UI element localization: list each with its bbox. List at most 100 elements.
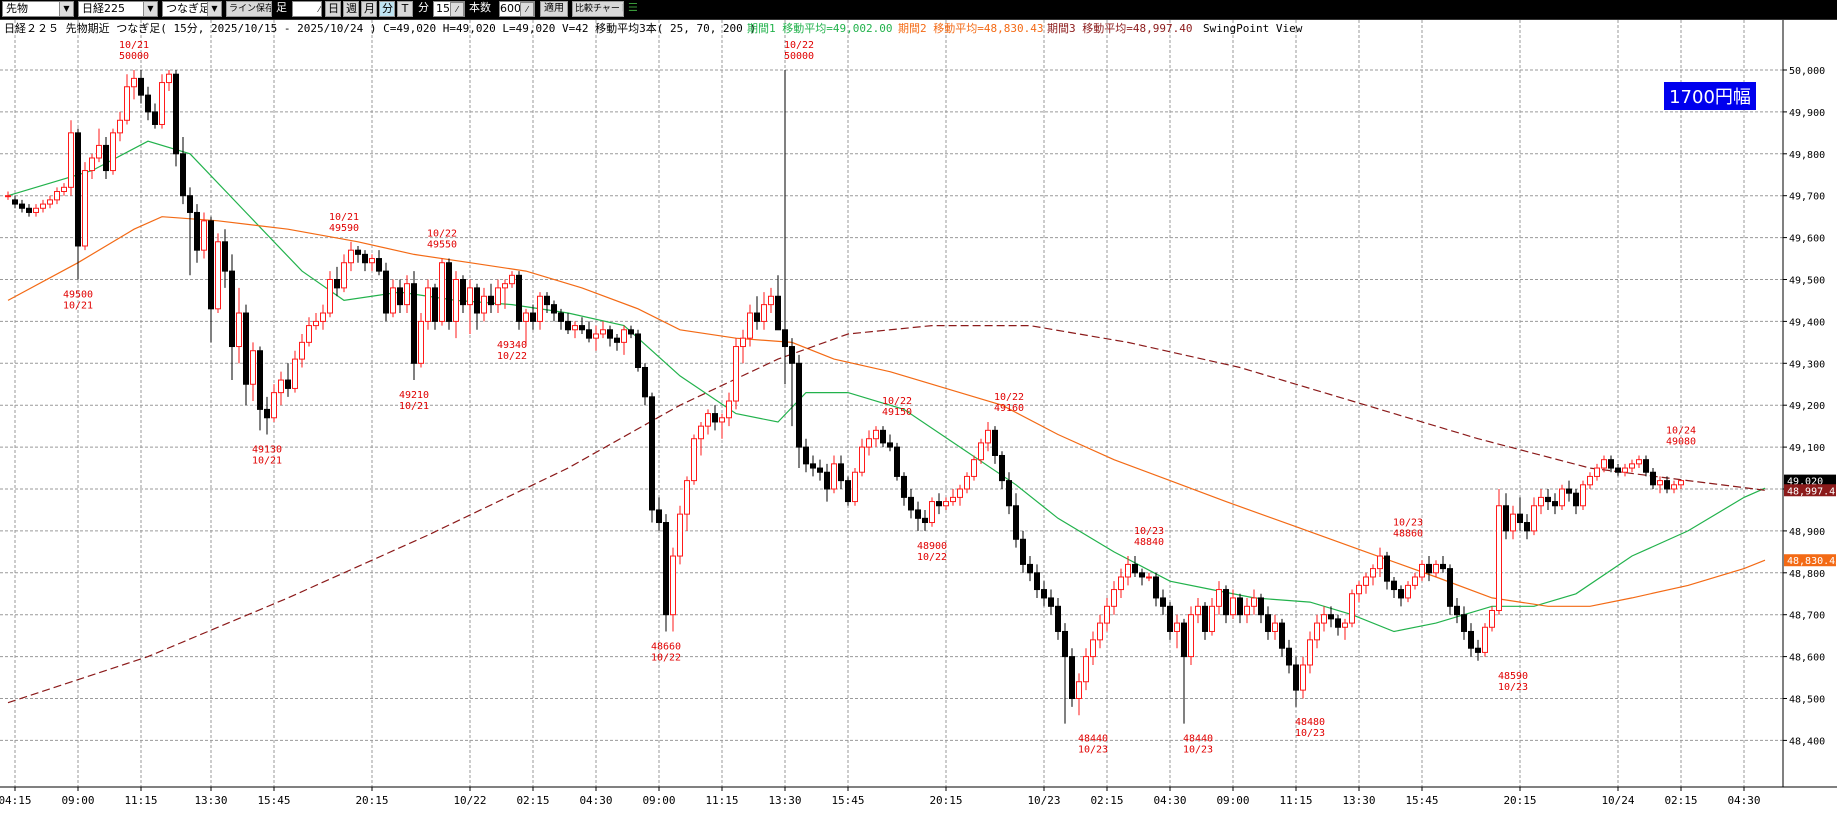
candle-up bbox=[1104, 605, 1110, 624]
swing-label-line2: 50000 bbox=[119, 51, 149, 62]
period-button-minute[interactable]: 分 bbox=[379, 1, 395, 17]
y-axis: 48,400 48,500 48,600 48,700 48,800 48,900 49,0… bbox=[1783, 66, 1825, 747]
price-tag-label: 49,020 bbox=[1787, 477, 1823, 488]
candle-down bbox=[642, 366, 648, 398]
swing-label-line1: 49210 bbox=[399, 390, 429, 401]
swing-label-line2: 49160 bbox=[994, 403, 1024, 414]
candle-down bbox=[1293, 664, 1299, 691]
candle-up bbox=[873, 429, 879, 440]
candle-up bbox=[1671, 484, 1677, 490]
candle-up bbox=[1188, 614, 1194, 658]
swingpoint-label: SwingPoint View bbox=[1203, 22, 1303, 35]
swing-label-line1: 10/24 bbox=[1666, 425, 1696, 436]
period-button-week[interactable]: 週 bbox=[343, 1, 359, 17]
candle-up bbox=[1433, 563, 1439, 574]
candle-down bbox=[922, 517, 928, 524]
candle-down bbox=[411, 283, 417, 364]
x-tick-label: 09:00 bbox=[61, 794, 94, 807]
candle-down bbox=[1265, 614, 1271, 632]
chart-info: 日経２２５ 先物期近 つなぎ足( 15分, 2025/10/15 - 2025/… bbox=[4, 21, 756, 35]
candle-down bbox=[992, 429, 998, 456]
candle-up bbox=[1419, 563, 1425, 578]
range-badge-text: 1700円幅 bbox=[1669, 87, 1751, 108]
chart-header: 日経２２５ 先物期近 つなぎ足( 15分, 2025/10/15 - 2025/… bbox=[4, 21, 1303, 35]
candle-down bbox=[656, 509, 662, 524]
candle-up bbox=[320, 312, 326, 322]
candle-up bbox=[1244, 605, 1250, 616]
product-select[interactable]: 日経225 ▼ bbox=[78, 1, 158, 17]
candle-down bbox=[1069, 656, 1075, 699]
candle-up bbox=[1090, 639, 1096, 658]
candle-up bbox=[390, 287, 396, 314]
candle-up bbox=[1580, 484, 1586, 507]
apply-button[interactable]: 適用 bbox=[540, 1, 568, 17]
candle-down bbox=[1398, 589, 1404, 599]
chevron-down-icon: ▼ bbox=[59, 2, 73, 16]
candle-down bbox=[754, 312, 760, 322]
candle-up bbox=[859, 446, 865, 473]
save-line-button[interactable]: ライン保存 bbox=[226, 1, 272, 17]
x-tick-label: 13:30 bbox=[194, 794, 227, 807]
y-tick-label: 49,800 bbox=[1789, 150, 1825, 161]
candle-down bbox=[565, 320, 571, 331]
candle-up bbox=[943, 501, 949, 507]
swing-label-line1: 48440 bbox=[1183, 734, 1213, 745]
swing-label-line2: 50000 bbox=[784, 51, 814, 62]
candle-up bbox=[509, 274, 515, 285]
candle-up bbox=[593, 333, 599, 339]
swing-label-line2: 10/22 bbox=[497, 351, 527, 362]
compare-chart-button[interactable]: 比較チャート bbox=[572, 1, 624, 17]
interval-input[interactable]: 15 ⁄ bbox=[433, 1, 465, 17]
candle-up bbox=[250, 350, 256, 385]
candle-down bbox=[264, 408, 270, 419]
chart-kind-select[interactable]: つなぎ足 ▼ bbox=[162, 1, 222, 17]
candle-up bbox=[348, 249, 354, 264]
candle-up bbox=[89, 157, 95, 172]
candle-down bbox=[208, 220, 214, 310]
candle-up bbox=[1083, 656, 1089, 683]
period-button-day[interactable]: 日 bbox=[325, 1, 341, 17]
candle-down bbox=[1440, 563, 1446, 570]
ashi-selector[interactable]: ⁄ bbox=[292, 1, 322, 17]
candle-up bbox=[1342, 622, 1348, 628]
swing-label-line2: 49080 bbox=[1666, 436, 1696, 447]
candle-up bbox=[985, 429, 991, 444]
ma-line-70 bbox=[7, 216, 1766, 607]
candle-up bbox=[1195, 605, 1201, 616]
swing-label-line1: 10/21 bbox=[329, 212, 359, 223]
candle-up bbox=[292, 358, 298, 389]
candle-down bbox=[544, 295, 550, 306]
swing-label-line1: 10/22 bbox=[994, 392, 1024, 403]
x-tick-label: 04:30 bbox=[1153, 794, 1186, 807]
y-tick-label: 50,000 bbox=[1789, 66, 1825, 77]
candle-down bbox=[628, 329, 634, 335]
candle-up bbox=[54, 191, 60, 201]
swing-label-line2: 49590 bbox=[329, 223, 359, 234]
swing-label-line1: 10/21 bbox=[119, 40, 149, 51]
candle-up bbox=[929, 501, 935, 524]
candle-up bbox=[1678, 480, 1684, 486]
x-tick-label: 04:30 bbox=[1727, 794, 1760, 807]
market-select[interactable]: 先物 ▼ bbox=[2, 1, 74, 17]
candle-down bbox=[1650, 471, 1656, 486]
candle-up bbox=[1216, 589, 1222, 607]
candle-up bbox=[453, 279, 459, 322]
chevron-down-icon: ▼ bbox=[143, 2, 157, 16]
candle-down bbox=[1328, 614, 1334, 620]
candle-down bbox=[1573, 492, 1579, 507]
period-button-tick[interactable]: T bbox=[397, 1, 413, 17]
candle-up bbox=[502, 283, 508, 289]
candle-down bbox=[1426, 563, 1432, 574]
count-input[interactable]: 600 ⁄ bbox=[499, 1, 535, 17]
swing-label-line1: 10/22 bbox=[882, 396, 912, 407]
ma-line-200 bbox=[7, 325, 1766, 704]
candle-down bbox=[649, 396, 655, 511]
x-tick-label: 20:15 bbox=[929, 794, 962, 807]
candle-down bbox=[1153, 576, 1159, 599]
period-button-month[interactable]: 月 bbox=[361, 1, 377, 17]
y-tick-label: 48,400 bbox=[1789, 736, 1825, 747]
candle-up bbox=[971, 459, 977, 477]
menu-lines-icon[interactable]: ☰ bbox=[628, 1, 638, 14]
